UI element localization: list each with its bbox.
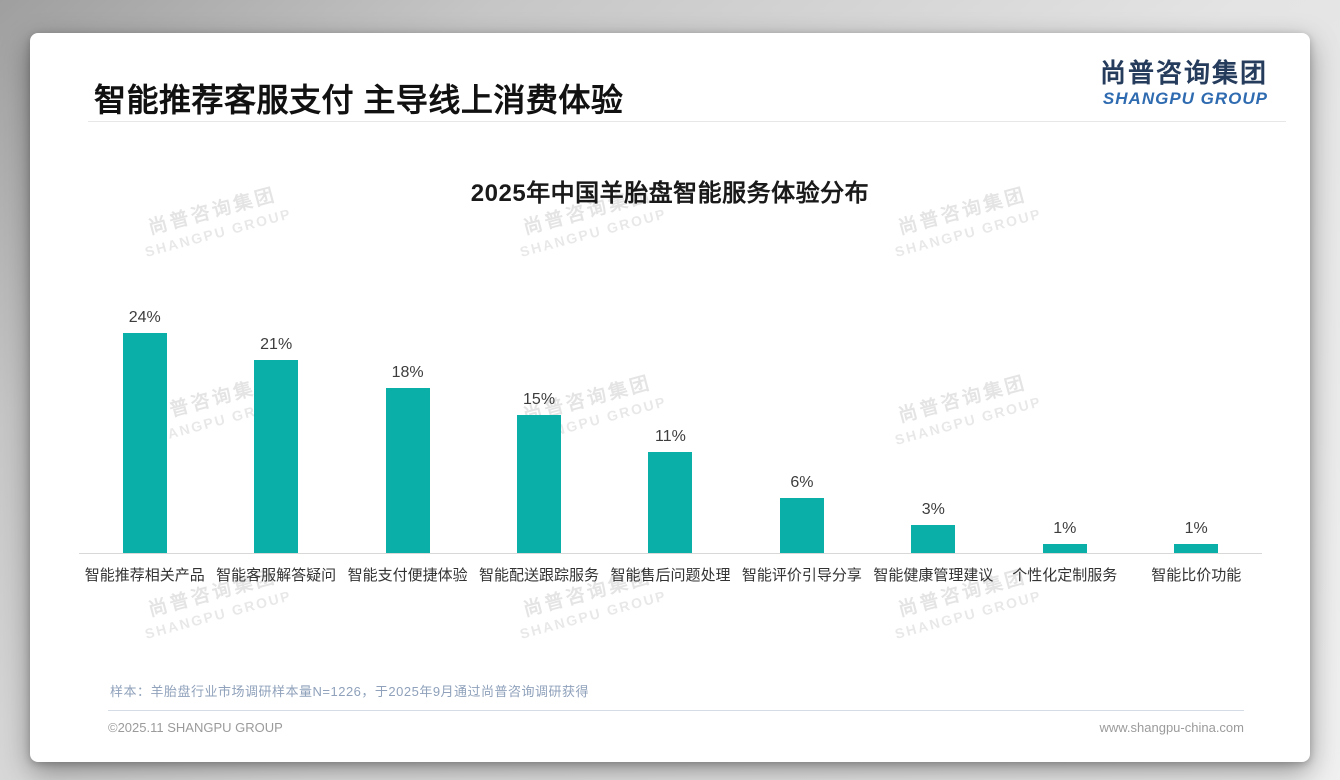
bar-value-label: 6% (790, 474, 814, 491)
footer: ©2025.11 SHANGPU GROUP www.shangpu-china… (108, 720, 1244, 735)
bar (517, 415, 562, 553)
bar-group: 3% (868, 501, 999, 553)
x-axis-labels: 智能推荐相关产品 智能客服解答疑问 智能支付便捷体验 智能配送跟踪服务 智能售后问题处理… (79, 564, 1262, 585)
bar-group: 15% (473, 391, 604, 553)
bar-value-label: 3% (921, 501, 945, 518)
x-axis-line (79, 553, 1262, 554)
copyright-text: ©2025.11 SHANGPU GROUP (108, 720, 283, 735)
bar-group: 6% (736, 474, 867, 553)
footer-divider (108, 710, 1244, 711)
x-axis-label: 个性化定制服务 (1012, 567, 1118, 584)
bar (911, 525, 956, 553)
report-slide: 智能推荐客服支付 主导线上消费体验 尚普咨询集团 SHANGPU GROUP 2… (30, 33, 1310, 762)
bar (1174, 544, 1219, 553)
bar (779, 498, 824, 553)
x-axis-label: 智能健康管理建议 (873, 567, 994, 584)
logo-chinese-text: 尚普咨询集团 (1099, 58, 1268, 88)
bar-group: 21% (210, 336, 341, 553)
watermark-english-text: SHANGPU GROUP (143, 586, 294, 642)
x-axis-label: 智能比价功能 (1151, 567, 1242, 584)
bar-group: 1% (999, 520, 1130, 553)
watermark-english-text: SHANGPU GROUP (518, 204, 669, 260)
company-logo: 尚普咨询集团 SHANGPU GROUP (1099, 58, 1268, 109)
bar-group: 18% (342, 364, 473, 553)
watermark-english-text: SHANGPU GROUP (893, 586, 1044, 642)
bar-group: 1% (1131, 520, 1262, 553)
bar-value-label: 21% (260, 336, 293, 353)
bar-value-label: 18% (391, 364, 424, 381)
logo-english-text: SHANGPU GROUP (1102, 88, 1268, 108)
bar (122, 333, 167, 553)
header-divider (88, 121, 1286, 122)
x-axis-label: 智能支付便捷体验 (347, 567, 468, 584)
chart-title: 2025年中国羊胎盘智能服务体验分布 (470, 180, 870, 207)
page-title: 智能推荐客服支付 主导线上消费体验 (94, 82, 624, 118)
bar-chart-plot-area: 24% 21% 18% 15% 11% 6% 3% 1% 1% (79, 281, 1262, 553)
bar-group: 24% (79, 309, 210, 553)
sample-note: 样本：羊胎盘行业市场调研样本量N=1226，于2025年9月通过尚普咨询调研获得 (110, 684, 590, 699)
x-axis-label: 智能评价引导分享 (741, 567, 862, 584)
watermark-english-text: SHANGPU GROUP (143, 204, 294, 260)
bar-group: 11% (605, 428, 736, 553)
bar (648, 452, 693, 553)
x-axis-label: 智能推荐相关产品 (84, 567, 205, 584)
x-axis-label: 智能客服解答疑问 (216, 567, 337, 584)
bar-value-label: 11% (655, 428, 686, 445)
watermark-english-text: SHANGPU GROUP (893, 204, 1044, 260)
bar (385, 388, 430, 553)
bar (1042, 544, 1087, 553)
bar-value-label: 15% (523, 391, 556, 408)
bar-value-label: 1% (1053, 520, 1077, 537)
bar (254, 360, 299, 553)
website-url: www.shangpu-china.com (1099, 720, 1244, 735)
x-axis-label: 智能售后问题处理 (610, 567, 731, 584)
watermark-english-text: SHANGPU GROUP (518, 586, 669, 642)
bar-value-label: 24% (128, 309, 161, 326)
x-axis-label: 智能配送跟踪服务 (479, 567, 600, 584)
bar-value-label: 1% (1184, 520, 1208, 537)
